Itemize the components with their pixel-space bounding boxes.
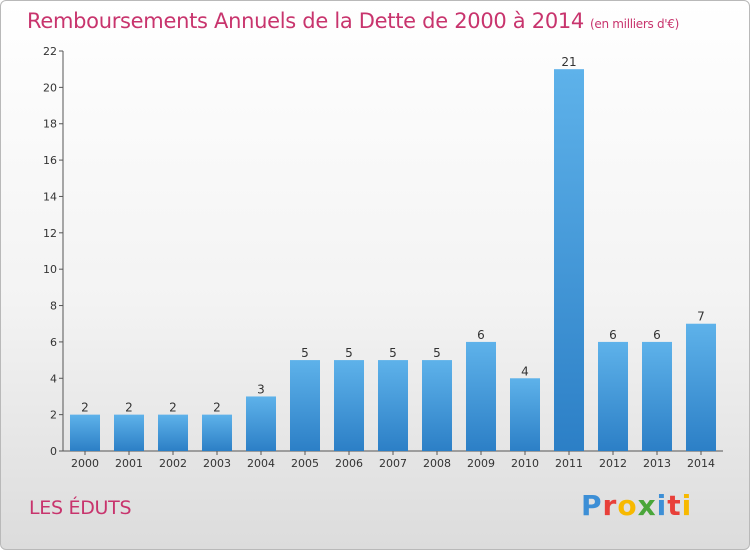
x-tick-label-2003: 2003 [203, 457, 231, 470]
x-tick-label-2010: 2010 [511, 457, 539, 470]
x-tick-label-2012: 2012 [599, 457, 627, 470]
y-tick-label: 22 [43, 45, 57, 58]
y-tick-label: 6 [50, 336, 57, 349]
logo-letter: x [637, 489, 657, 522]
bars: 2 2 2 2 3 5 5 5 5 6 4 21 6 6 7 [70, 55, 716, 451]
bar-2009 [466, 341, 496, 451]
y-tick-label: 8 [50, 300, 57, 313]
logo-letter: r [602, 489, 618, 522]
bar-2011 [554, 69, 584, 451]
place-name: LES ÉDUTS [29, 497, 132, 519]
y-tick-label: 16 [43, 154, 57, 167]
x-tick-label-2005: 2005 [291, 457, 319, 470]
x-tick-label-2004: 2004 [247, 457, 275, 470]
bar-2007 [378, 360, 408, 451]
value-label-2005: 5 [301, 346, 309, 360]
bar-2012 [598, 341, 628, 451]
x-tick-label-2013: 2013 [643, 457, 671, 470]
bar-2001 [114, 414, 144, 451]
value-label-2010: 4 [521, 364, 529, 378]
chart-subtitle: (en milliers d'€) [590, 17, 680, 31]
value-label-2014: 7 [697, 310, 705, 324]
bar-2002 [158, 414, 188, 451]
y-tick-label: 2 [50, 409, 57, 422]
chart-title: Remboursements Annuels de la Dette de 20… [27, 9, 680, 33]
x-tick-label-2011: 2011 [555, 457, 583, 470]
y-tick-label: 4 [50, 372, 57, 385]
value-label-2000: 2 [81, 401, 89, 415]
value-label-2008: 5 [433, 346, 441, 360]
x-tick-label-2009: 2009 [467, 457, 495, 470]
x-tick-label-2007: 2007 [379, 457, 407, 470]
bar-2000 [70, 414, 100, 451]
y-tick-label: 18 [43, 118, 57, 131]
y-tick-label: 12 [43, 227, 57, 240]
x-tick-label-2014: 2014 [687, 457, 715, 470]
value-label-2013: 6 [653, 328, 661, 342]
bar-2014 [686, 323, 716, 451]
value-label-2001: 2 [125, 401, 133, 415]
bar-2005 [290, 360, 320, 451]
proxiti-logo: Proxiti [581, 489, 692, 522]
y-tick-label: 14 [43, 190, 57, 203]
value-label-2009: 6 [477, 328, 485, 342]
logo-letter: P [581, 489, 603, 522]
bar-2013 [642, 341, 672, 451]
logo-letter: i [656, 489, 668, 522]
x-tick-label-2008: 2008 [423, 457, 451, 470]
value-label-2002: 2 [169, 401, 177, 415]
bar-2003 [202, 414, 232, 451]
y-tick-label: 10 [43, 263, 57, 276]
value-label-2007: 5 [389, 346, 397, 360]
bar-2008 [422, 360, 452, 451]
logo-letter: o [617, 489, 638, 522]
value-label-2004: 3 [257, 382, 265, 396]
bar-2006 [334, 360, 364, 451]
bar-2010 [510, 378, 540, 451]
value-label-2011: 21 [561, 55, 576, 69]
value-label-2012: 6 [609, 328, 617, 342]
y-tick-label: 20 [43, 81, 57, 94]
x-tick-label-2006: 2006 [335, 457, 363, 470]
value-label-2003: 2 [213, 401, 221, 415]
y-tick-label: 0 [50, 445, 57, 458]
x-tick-label-2002: 2002 [159, 457, 187, 470]
x-tick-label-2001: 2001 [115, 457, 143, 470]
x-tick-label-2000: 2000 [71, 457, 99, 470]
logo-letter: t [667, 489, 682, 522]
value-label-2006: 5 [345, 346, 353, 360]
logo-letter: i [681, 489, 693, 522]
bar-2004 [246, 396, 276, 451]
